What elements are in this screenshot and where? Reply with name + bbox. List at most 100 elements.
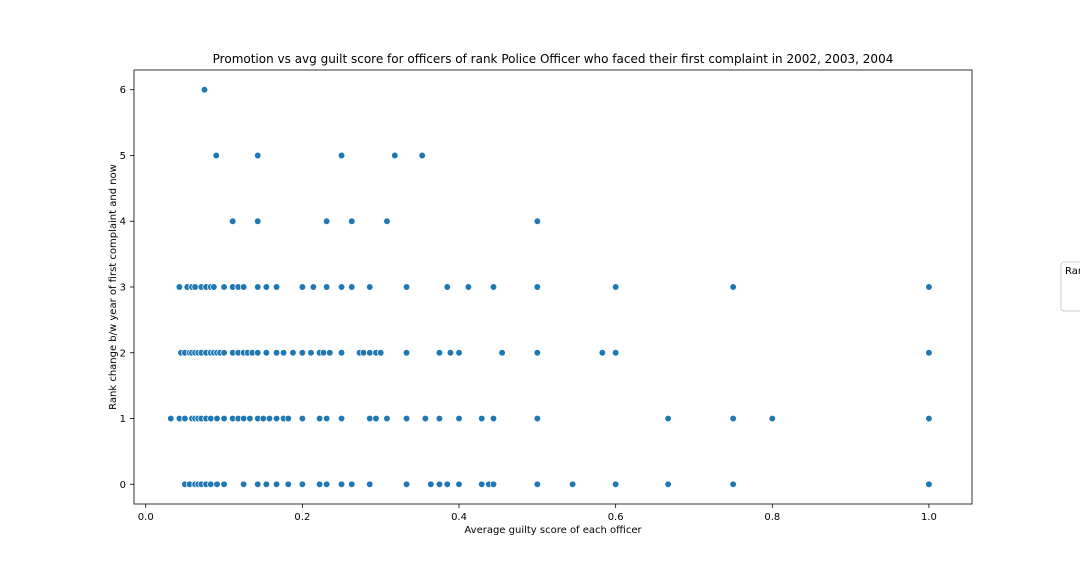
data-point bbox=[729, 414, 737, 423]
data-point bbox=[612, 480, 620, 488]
y-tick-label: 0 bbox=[120, 480, 126, 491]
data-point bbox=[925, 349, 933, 357]
data-point bbox=[212, 151, 220, 160]
plot-area-frame bbox=[133, 69, 973, 505]
legend-title: Ran bbox=[1065, 266, 1080, 277]
data-point bbox=[254, 151, 262, 160]
data-point bbox=[337, 480, 346, 488]
data-point bbox=[272, 283, 281, 291]
data-point bbox=[210, 283, 218, 291]
data-points bbox=[167, 86, 933, 488]
data-point bbox=[298, 283, 307, 291]
data-point bbox=[533, 414, 541, 423]
data-point bbox=[284, 480, 292, 488]
x-axis-label: Average guilty score of each officer bbox=[464, 525, 642, 536]
data-point bbox=[213, 414, 221, 423]
data-point bbox=[612, 283, 620, 291]
data-point bbox=[533, 480, 541, 488]
data-point bbox=[254, 283, 262, 291]
data-point bbox=[326, 349, 334, 357]
data-point bbox=[175, 283, 184, 291]
data-point bbox=[435, 349, 444, 357]
data-point bbox=[220, 283, 228, 291]
data-point bbox=[455, 349, 463, 357]
data-point bbox=[348, 283, 356, 291]
data-point bbox=[402, 414, 411, 423]
data-point bbox=[289, 349, 297, 357]
data-point bbox=[315, 414, 324, 423]
data-point bbox=[489, 283, 498, 291]
data-point bbox=[455, 414, 463, 423]
data-point bbox=[265, 414, 274, 423]
data-point bbox=[498, 349, 506, 357]
data-point bbox=[366, 349, 374, 357]
data-point bbox=[455, 480, 463, 488]
data-point bbox=[337, 151, 346, 160]
y-axis-ticks: 0 1 2 3 4 5 6 bbox=[120, 85, 134, 491]
data-point bbox=[207, 480, 215, 488]
x-axis-ticks: 0.0 0.2 0.4 0.6 0.8 1.0 bbox=[138, 504, 937, 523]
y-tick-label: 5 bbox=[120, 151, 126, 162]
data-point bbox=[323, 414, 331, 423]
data-point bbox=[391, 151, 399, 160]
data-point bbox=[443, 480, 451, 488]
data-point bbox=[664, 414, 672, 423]
data-point bbox=[729, 283, 737, 291]
legend: Ran bbox=[1060, 261, 1080, 312]
data-point bbox=[239, 283, 248, 291]
data-point bbox=[337, 414, 346, 423]
data-point bbox=[337, 349, 346, 357]
data-point bbox=[464, 283, 473, 291]
data-point bbox=[533, 349, 541, 357]
data-point bbox=[348, 217, 356, 225]
data-point bbox=[366, 480, 374, 488]
data-point bbox=[272, 414, 281, 423]
x-tick-label: 1.0 bbox=[921, 512, 937, 523]
data-point bbox=[366, 283, 374, 291]
x-tick-label: 0.8 bbox=[764, 512, 780, 523]
data-point bbox=[239, 480, 248, 488]
data-point bbox=[383, 217, 391, 225]
data-point bbox=[262, 480, 271, 488]
x-tick-label: 0.2 bbox=[294, 512, 310, 523]
y-tick-label: 2 bbox=[120, 348, 126, 359]
legend-box bbox=[1060, 261, 1080, 312]
data-point bbox=[427, 480, 435, 488]
data-point bbox=[402, 480, 411, 488]
data-point bbox=[181, 414, 189, 423]
data-point bbox=[366, 414, 374, 423]
data-point bbox=[435, 480, 444, 488]
y-tick-label: 6 bbox=[120, 85, 126, 96]
data-point bbox=[284, 414, 292, 423]
data-point bbox=[768, 414, 776, 423]
data-point bbox=[298, 414, 307, 423]
data-point bbox=[925, 414, 933, 423]
data-point bbox=[533, 283, 541, 291]
data-point bbox=[319, 349, 328, 357]
data-point bbox=[435, 414, 444, 423]
data-point bbox=[229, 217, 237, 225]
data-point bbox=[443, 283, 451, 291]
data-point bbox=[925, 480, 933, 488]
data-point bbox=[533, 217, 541, 225]
data-point bbox=[298, 480, 307, 488]
y-tick-label: 4 bbox=[120, 217, 126, 228]
data-point bbox=[200, 86, 209, 94]
data-point bbox=[418, 151, 426, 160]
data-point bbox=[279, 349, 288, 357]
data-point bbox=[272, 349, 281, 357]
data-point bbox=[568, 480, 577, 488]
data-point bbox=[220, 414, 228, 423]
data-point bbox=[259, 414, 267, 423]
data-point bbox=[262, 283, 271, 291]
data-point bbox=[478, 480, 486, 488]
data-point bbox=[664, 480, 672, 488]
data-point bbox=[220, 349, 228, 357]
data-point bbox=[372, 414, 380, 423]
data-point bbox=[446, 349, 455, 357]
data-point bbox=[191, 283, 199, 291]
data-point bbox=[348, 480, 356, 488]
data-point bbox=[421, 414, 429, 423]
data-point bbox=[254, 349, 262, 357]
x-tick-label: 0.4 bbox=[451, 512, 467, 523]
